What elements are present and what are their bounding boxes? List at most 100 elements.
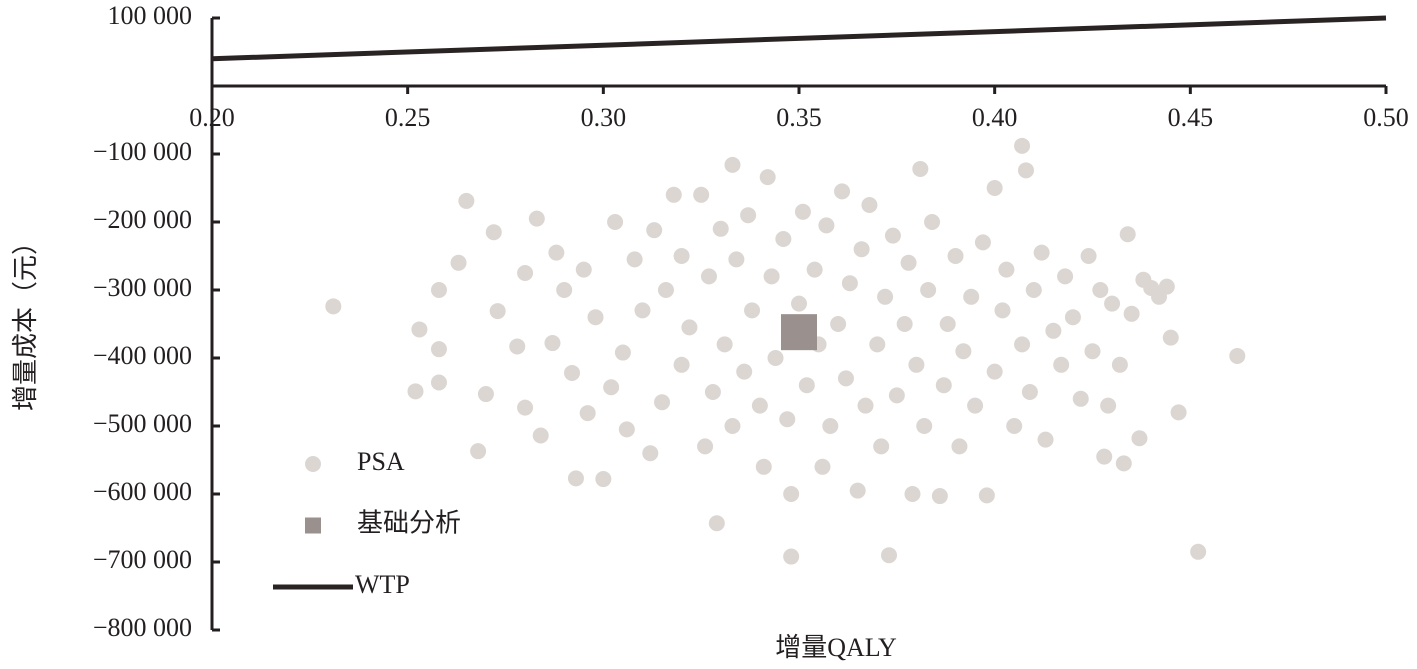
psa-point [712, 220, 729, 237]
psa-point [458, 192, 475, 209]
psa-point [884, 227, 901, 244]
psa-point [1096, 448, 1113, 465]
x-axis-label: 增量QALY [775, 633, 897, 662]
x-tick-label: 0.45 [1168, 103, 1214, 132]
psa-point [1037, 431, 1054, 448]
psa-point [579, 405, 596, 422]
psa-point [791, 295, 807, 312]
psa-point [904, 486, 921, 502]
psa-point [1229, 347, 1246, 364]
psa-point [548, 244, 565, 261]
legend-marker [305, 517, 321, 534]
psa-point [614, 344, 631, 361]
psa-point [681, 319, 698, 336]
psa-point [931, 488, 948, 505]
psa-point [998, 261, 1015, 278]
psa-point [430, 374, 447, 391]
psa-point [873, 438, 890, 455]
psa-point [763, 268, 780, 285]
psa-point [642, 445, 659, 462]
psa-point [1170, 404, 1187, 421]
x-tick-label: 0.25 [385, 103, 431, 132]
psa-point [986, 363, 1003, 380]
psa-point [673, 356, 690, 373]
psa-point [575, 261, 592, 278]
psa-point [834, 183, 851, 200]
psa-point [728, 251, 745, 268]
y-tick-label: −100 000 [93, 137, 192, 166]
psa-point [1006, 418, 1023, 434]
psa-point [509, 338, 526, 355]
psa-point [967, 397, 984, 414]
psa-point [532, 427, 549, 444]
y-tick-label: −800 000 [93, 613, 192, 642]
psa-point [939, 316, 956, 332]
y-tick-label: −700 000 [93, 545, 192, 574]
legend-label: PSA [357, 447, 405, 476]
y-tick-label: 100 000 [108, 1, 193, 30]
psa-point [912, 160, 929, 177]
psa-point [1084, 343, 1101, 360]
psa-point [853, 241, 870, 258]
psa-point [673, 248, 690, 264]
psa-point [994, 302, 1011, 319]
psa-point [1017, 162, 1034, 179]
psa-point [1045, 322, 1062, 339]
legend-marker [305, 456, 321, 472]
psa-point [798, 377, 815, 394]
psa-point [634, 302, 651, 319]
psa-point [450, 254, 467, 271]
psa-point [955, 343, 972, 360]
psa-point [325, 298, 342, 315]
psa-point [924, 214, 941, 230]
psa-point [755, 458, 772, 475]
psa-point [1100, 397, 1117, 414]
psa-point [861, 197, 878, 213]
psa-point [896, 316, 913, 332]
psa-point [1072, 390, 1089, 407]
psa-point [1162, 329, 1179, 346]
psa-point [841, 275, 858, 292]
y-axis-label: 增量成本（元） [11, 229, 40, 411]
x-tick-label: 0.40 [972, 103, 1018, 132]
psa-point [1115, 455, 1132, 472]
psa-point [693, 186, 710, 203]
psa-point [974, 234, 991, 251]
psa-point [881, 547, 898, 564]
psa-point [814, 458, 831, 475]
psa-point [607, 214, 624, 230]
psa-point [908, 356, 925, 373]
psa-point [544, 335, 561, 352]
psa-point [1123, 305, 1140, 322]
x-tick-label: 0.30 [581, 103, 627, 132]
psa-point [477, 386, 494, 403]
psa-point [724, 418, 741, 434]
psa-point [485, 224, 502, 241]
psa-point [837, 370, 854, 387]
psa-point [935, 377, 952, 394]
psa-point [920, 282, 937, 298]
psa-point [646, 222, 663, 239]
psa-point [900, 254, 917, 271]
psa-point [724, 156, 741, 173]
psa-point [595, 471, 612, 488]
psa-point [736, 363, 753, 380]
x-tick-label: 0.50 [1363, 103, 1409, 132]
psa-point [407, 383, 424, 400]
psa-point [517, 265, 534, 281]
psa-point [489, 303, 506, 320]
psa-point [704, 384, 721, 400]
psa-point [618, 421, 635, 438]
psa-point [1014, 336, 1031, 353]
psa-point [783, 486, 800, 502]
psa-point [869, 336, 886, 353]
y-tick-label: −300 000 [93, 273, 192, 302]
psa-point [1131, 430, 1148, 447]
psa-point [818, 217, 835, 234]
psa-point [751, 397, 768, 414]
psa-point [430, 341, 447, 358]
psa-point [986, 180, 1003, 196]
psa-point [806, 261, 823, 278]
